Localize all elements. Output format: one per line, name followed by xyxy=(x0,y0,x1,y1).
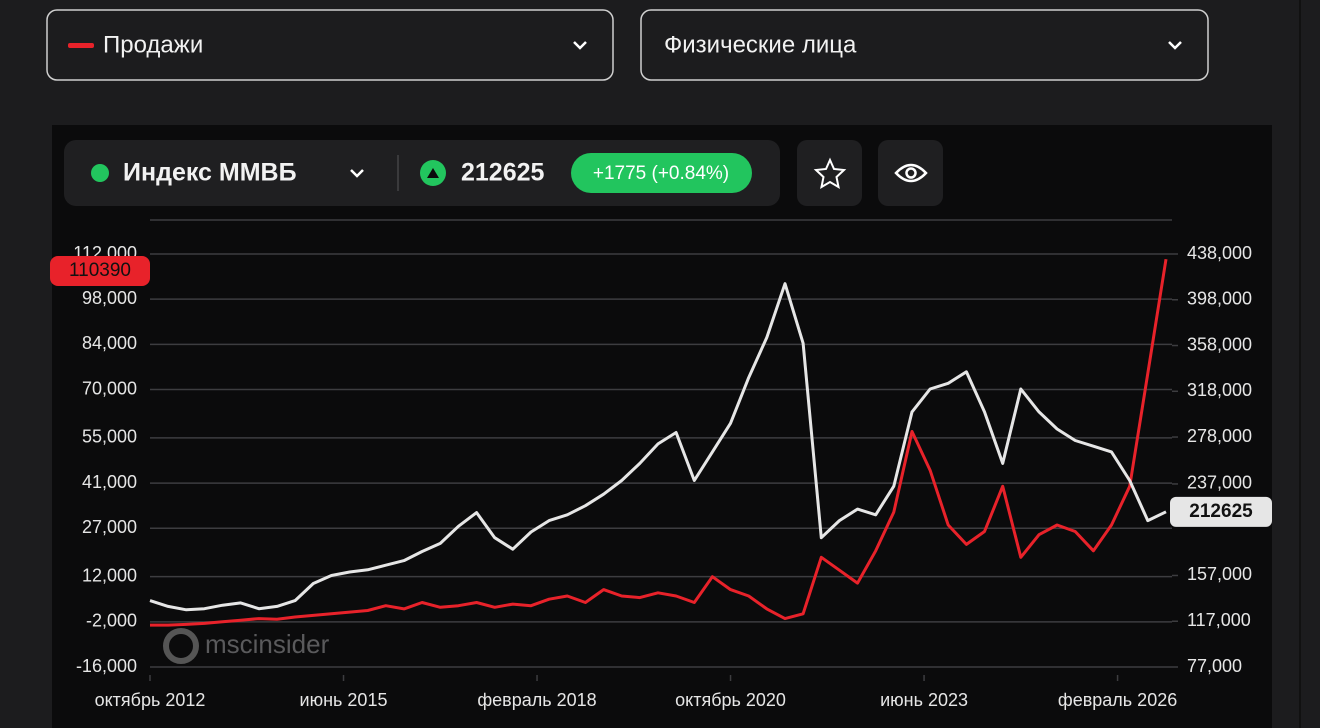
last-value-badge xyxy=(1170,496,1272,527)
y-tick-label: 55,000 xyxy=(82,427,137,447)
y-tick-label: 70,000 xyxy=(82,378,137,398)
star-button[interactable] xyxy=(797,140,862,206)
segment-label: Физические лица xyxy=(664,31,857,58)
chevron[interactable] xyxy=(350,169,364,178)
plot: -16,000 -2,000 12,000 27,000 41,000 55,000 70,… xyxy=(50,243,1272,710)
x-tick-label: октябрь 2012 xyxy=(95,690,206,710)
y2-tick-label: 318,000 xyxy=(1187,380,1252,400)
watermark-logo xyxy=(163,628,199,664)
y-tick-label: -16,000 xyxy=(76,656,137,676)
x-tick-label: февраль 2018 xyxy=(477,690,596,710)
ticker-name: Индекс ММВБ xyxy=(123,159,297,187)
last-value-label: 110390 xyxy=(69,260,131,281)
y-tick-label: 98,000 xyxy=(82,288,137,308)
x-tick-label: февраль 2026 xyxy=(1058,690,1177,710)
ticker-price: 212625 xyxy=(461,159,545,187)
watermark: mscinsider xyxy=(205,629,330,659)
last-value-label: 212625 xyxy=(1189,501,1253,522)
y-tick-label: 27,000 xyxy=(82,517,137,537)
chart-panel xyxy=(52,125,1272,728)
legend-swatch xyxy=(68,43,94,48)
y-tick-label: -2,000 xyxy=(86,611,137,631)
eye-button[interactable] xyxy=(878,140,943,206)
y-tick-label: 41,000 xyxy=(82,472,137,492)
change-pill xyxy=(571,153,752,193)
y2-tick-label: 278,000 xyxy=(1187,426,1252,446)
y2-tick-label: 438,000 xyxy=(1187,243,1252,263)
metric-dropdown[interactable] xyxy=(46,9,614,81)
y-tick-label: 84,000 xyxy=(82,333,137,353)
y2-tick-label: 157,000 xyxy=(1187,564,1252,584)
status-dot xyxy=(91,164,109,182)
y2-tick-label: 117,000 xyxy=(1187,610,1251,630)
y2-tick-label: 358,000 xyxy=(1187,334,1252,354)
segment-dropdown[interactable] xyxy=(640,9,1209,81)
eye-icon xyxy=(894,163,928,183)
y2-tick-label: 398,000 xyxy=(1187,289,1252,309)
x-tick-label: октябрь 2020 xyxy=(675,690,786,710)
y-tick-label: 12,000 xyxy=(82,565,137,585)
metric-label: Продажи xyxy=(103,31,203,58)
chevron xyxy=(1168,41,1182,50)
up-arrow xyxy=(427,168,439,178)
x-tick-label: июнь 2015 xyxy=(300,690,388,710)
star-icon xyxy=(813,157,847,189)
x-tick-label: июнь 2023 xyxy=(880,690,968,710)
y2-tick-label: 77,000 xyxy=(1187,656,1242,676)
last-value-badge xyxy=(50,256,150,286)
y2-tick-label: 237,000 xyxy=(1187,473,1252,493)
series-line xyxy=(149,282,1167,612)
chevron xyxy=(573,41,587,50)
series-line xyxy=(150,258,1168,627)
ticker-change: +1775 (+0.84%) xyxy=(593,163,729,184)
eye-pupil xyxy=(905,167,917,179)
